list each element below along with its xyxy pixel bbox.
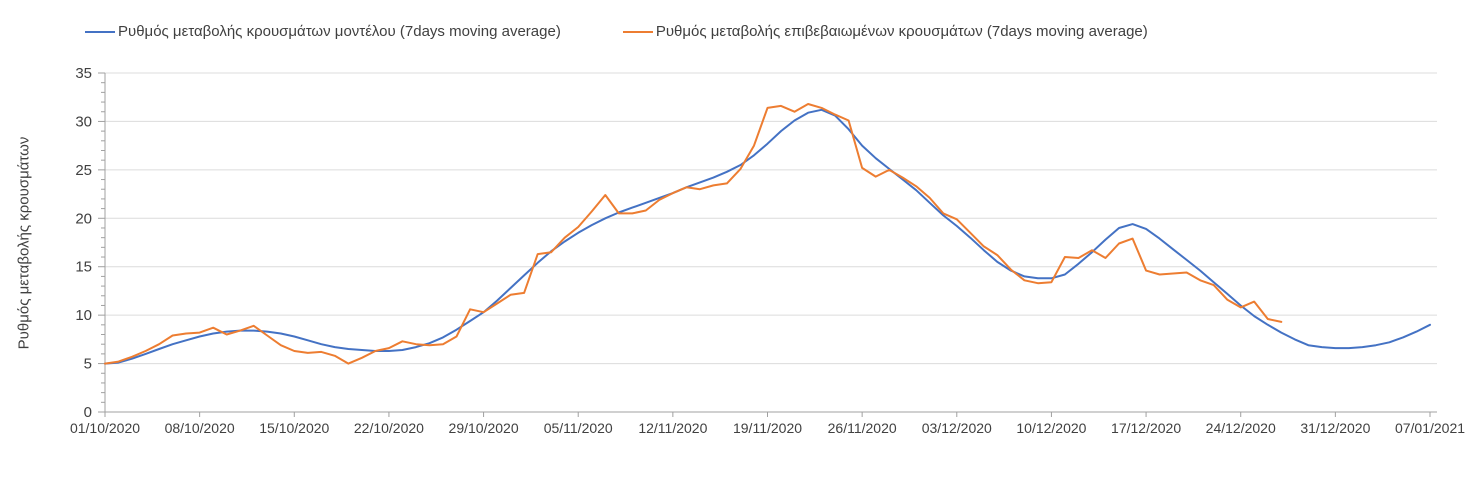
y-tick-label: 15 [75, 259, 92, 276]
chart-legend: Ρυθμός μεταβολής κρουσμάτων μοντέλου (7d… [85, 23, 1148, 40]
x-tick-label: 19/11/2020 [733, 420, 802, 436]
y-tick-label: 25 [75, 162, 92, 179]
x-tick-label: 17/12/2020 [1111, 420, 1181, 436]
legend-item-model: Ρυθμός μεταβολής κρουσμάτων μοντέλου (7d… [85, 23, 561, 40]
x-tick-label: 31/12/2020 [1300, 420, 1370, 436]
legend-line-marker-model-icon [85, 30, 115, 33]
legend-line-marker-confirmed-icon [622, 30, 653, 33]
x-tick-label: 12/11/2020 [638, 420, 707, 436]
x-tick-label: 26/11/2020 [828, 420, 897, 436]
legend-label-confirmed: Ρυθμός μεταβολής επιβεβαιωμένων κρουσμάτ… [655, 23, 1148, 40]
x-tick-label: 03/12/2020 [922, 420, 992, 436]
x-tick-label: 08/10/2020 [165, 420, 235, 436]
x-tick-label: 22/10/2020 [354, 420, 424, 436]
x-tick-label: 29/10/2020 [449, 420, 519, 436]
x-tick-label: 15/10/2020 [259, 420, 329, 436]
x-tick-label: 24/12/2020 [1206, 420, 1276, 436]
legend-label-model: Ρυθμός μεταβολής κρουσμάτων μοντέλου (7d… [118, 23, 561, 40]
y-tick-label: 35 [75, 65, 92, 82]
y-tick-label: 0 [84, 404, 92, 421]
y-tick-label: 20 [75, 210, 92, 227]
y-tick-label: 10 [75, 307, 92, 324]
x-tick-label: 10/12/2020 [1016, 420, 1086, 436]
y-tick-label: 30 [75, 113, 92, 130]
series-line-confirmed [104, 103, 1283, 365]
y-tick-label: 5 [84, 356, 92, 373]
legend-item-confirmed: Ρυθμός μεταβολής επιβεβαιωμένων κρουσμάτ… [622, 23, 1148, 40]
x-tick-label: 01/10/2020 [70, 420, 140, 436]
series-line-model [104, 108, 1431, 365]
x-tick-label: 05/11/2020 [544, 420, 613, 436]
x-tick-label: 07/01/2021 [1395, 420, 1465, 436]
